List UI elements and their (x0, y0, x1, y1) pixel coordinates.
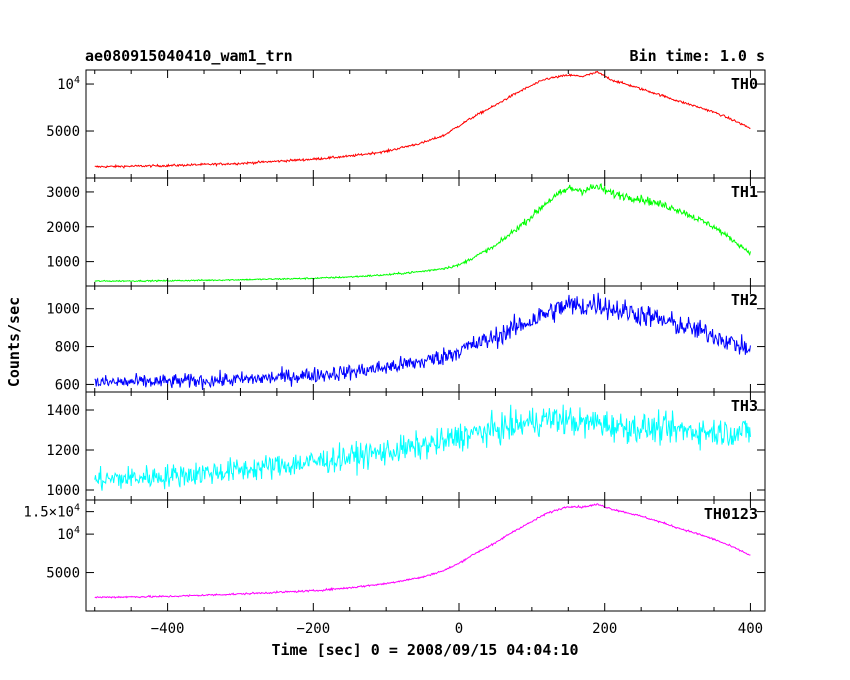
x-tick-label: 0 (455, 621, 463, 637)
panel-frame (85, 391, 766, 501)
series-label-th2: TH2 (731, 291, 758, 309)
series-label-th3: TH3 (731, 397, 758, 415)
y-tick-label: 104 (57, 75, 80, 93)
y-tick-label: 5000 (46, 124, 80, 140)
bin-time-label: Bin time: 1.0 s (630, 47, 765, 65)
y-axis-label: Counts/sec (5, 297, 23, 387)
y-tick-label: 1.5×104 (23, 503, 80, 521)
y-tick-label: 3000 (46, 185, 80, 201)
series-line-th1 (94, 183, 751, 283)
y-tick-label: 1000 (46, 302, 80, 318)
x-tick-label: −400 (151, 621, 185, 637)
x-tick-label: −200 (296, 621, 330, 637)
x-axis-label: Time [sec] 0 = 2008/09/15 04:04:10 (271, 641, 578, 659)
y-tick-label: 5000 (46, 566, 80, 582)
panel-th3: 1000 1200 1400 TH3 (46, 391, 766, 501)
panel-th0: 5000 104 TH0 (46, 69, 766, 179)
panel-th0123: 5000 104 1.5×104 TH0123 −400 −200 0 200 400 (23, 499, 766, 637)
series-label-th1: TH1 (731, 183, 758, 201)
y-tick-label: 1000 (46, 255, 80, 271)
series-line-th2 (94, 292, 751, 390)
y-tick-label: 2000 (46, 220, 80, 236)
y-tick-label: 800 (55, 340, 80, 356)
x-tick-label: 200 (592, 621, 617, 637)
series-label-th0123: TH0123 (704, 505, 758, 523)
series-line-th0123 (94, 503, 751, 599)
panel-frame (85, 69, 766, 179)
panel-frame (85, 285, 766, 393)
y-tick-label: 1200 (46, 443, 80, 459)
series-line-th0 (94, 70, 751, 169)
y-tick-label: 1000 (46, 483, 80, 499)
y-tick-label: 600 (55, 377, 80, 393)
panel-frame (85, 177, 766, 287)
y-tick-label: 104 (57, 525, 80, 543)
x-tick-label: 400 (738, 621, 763, 637)
series-line-th3 (94, 404, 751, 491)
series-label-th0: TH0 (731, 75, 758, 93)
panel-th2: 600 800 1000 TH2 (46, 285, 766, 393)
y-tick-label: 1400 (46, 403, 80, 419)
panel-th1: 1000 2000 3000 TH1 (46, 177, 766, 287)
panel-frame (85, 499, 766, 612)
figure-title: ae080915040410_wam1_trn (85, 47, 293, 65)
